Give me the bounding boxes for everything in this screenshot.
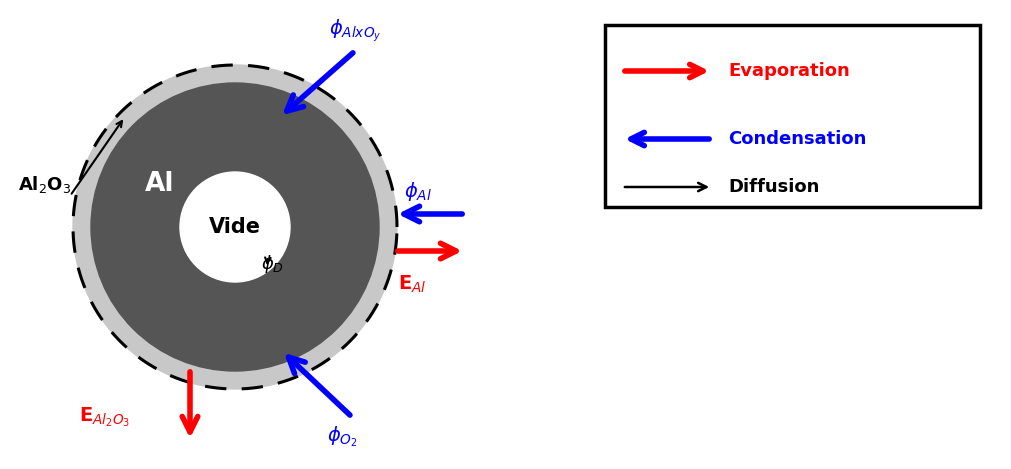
Text: Vide: Vide (209, 217, 261, 237)
Text: Diffusion: Diffusion (727, 178, 819, 196)
Text: $\phi_D$: $\phi_D$ (260, 253, 283, 275)
Text: Condensation: Condensation (727, 130, 865, 148)
Text: Evaporation: Evaporation (727, 62, 849, 80)
Text: E$_{Al_2O_3}$: E$_{Al_2O_3}$ (79, 405, 130, 429)
Text: Al: Al (146, 171, 175, 197)
Bar (605, 25, 979, 207)
Text: $\phi_{AlxO_y}$: $\phi_{AlxO_y}$ (329, 18, 381, 45)
Circle shape (180, 172, 290, 282)
Circle shape (91, 83, 379, 371)
Circle shape (73, 65, 396, 389)
Text: E$_{Al}$: E$_{Al}$ (397, 273, 426, 295)
Text: $\phi_{Al}$: $\phi_{Al}$ (403, 180, 432, 203)
Text: Al$_2$O$_3$: Al$_2$O$_3$ (18, 174, 72, 195)
Text: $\phi_{O_2}$: $\phi_{O_2}$ (327, 425, 357, 449)
